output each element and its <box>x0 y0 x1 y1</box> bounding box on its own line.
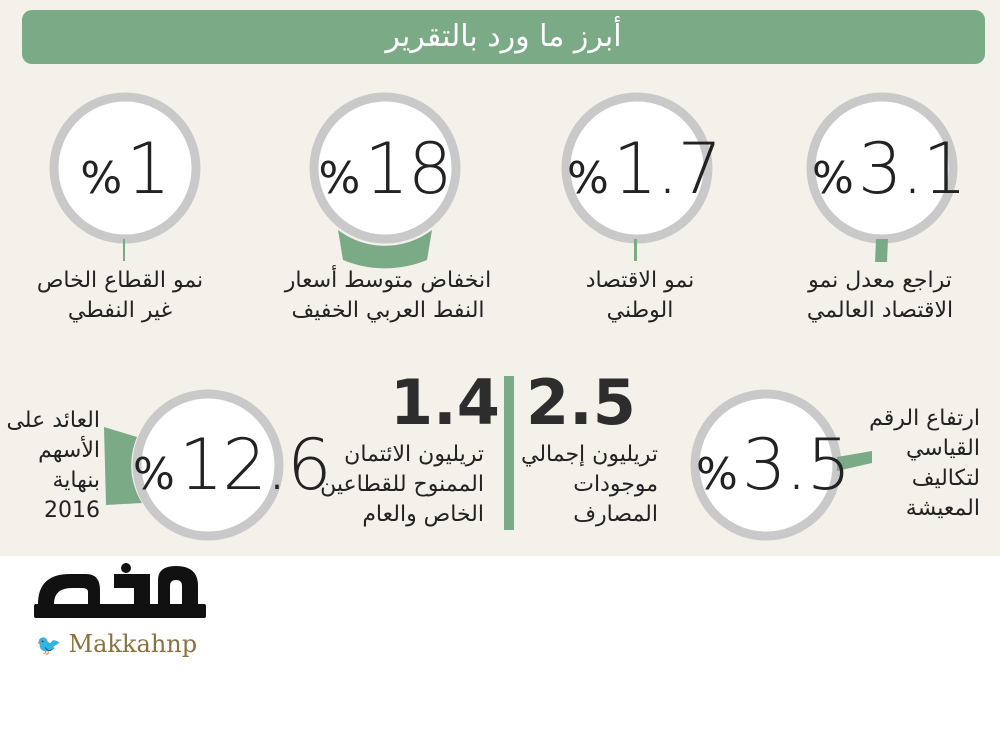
ring-oil-price <box>309 92 461 269</box>
label-national-growth: نمو الاقتصاد الوطني <box>585 268 695 323</box>
ring-cost-of-living <box>690 389 872 541</box>
ring-private-sector <box>49 92 201 261</box>
divider-bar <box>504 376 514 530</box>
value-private-sector: %1 <box>80 128 170 210</box>
ring-global-growth <box>806 92 958 262</box>
value-national-growth: %1.7 <box>567 128 722 210</box>
label-private-sector: نمو القطاع الخاص غير النفطي <box>36 268 204 323</box>
label-cost-of-living: ارتفاع الرقم القياسي لتكاليف المعيشة <box>869 406 980 521</box>
infographic-panel: أبرز ما ورد بالتقرير %3.1 تراجع معدل نمو… <box>0 0 1000 556</box>
label-oil-price: انخفاض متوسط أسعار النفط العربي الخفيف <box>284 268 492 323</box>
value-credit: 1.4 <box>390 366 500 439</box>
label-credit: تريليون الائتمان الممنوح للقطاعين الخاص … <box>320 442 484 527</box>
value-global-growth: %3.1 <box>812 128 967 210</box>
ring-stock-return <box>104 389 284 541</box>
header-title: أبرز ما ورد بالتقرير <box>385 19 622 54</box>
label-bank-assets: تريليون إجمالي موجودات المصارف <box>521 442 658 527</box>
label-global-growth: تراجع معدل نمو الاقتصاد العالمي <box>806 268 954 323</box>
label-stock-return: العائد على الأسهم بنهاية 2016 <box>6 408 100 523</box>
value-bank-assets: 2.5 <box>526 366 636 439</box>
value-stock-return: %12.6 <box>133 424 332 506</box>
handle-text: Makkahnp <box>68 630 198 658</box>
value-oil-price: %18 <box>318 128 453 210</box>
twitter-bird-icon: 🐦 <box>36 633 61 657</box>
twitter-handle[interactable]: 🐦 Makkahnp <box>36 630 197 658</box>
header-bar: أبرز ما ورد بالتقرير <box>22 10 985 64</box>
value-cost-of-living: %3.5 <box>696 424 851 506</box>
ring-national-growth <box>561 92 713 261</box>
makkah-logo <box>34 563 206 618</box>
